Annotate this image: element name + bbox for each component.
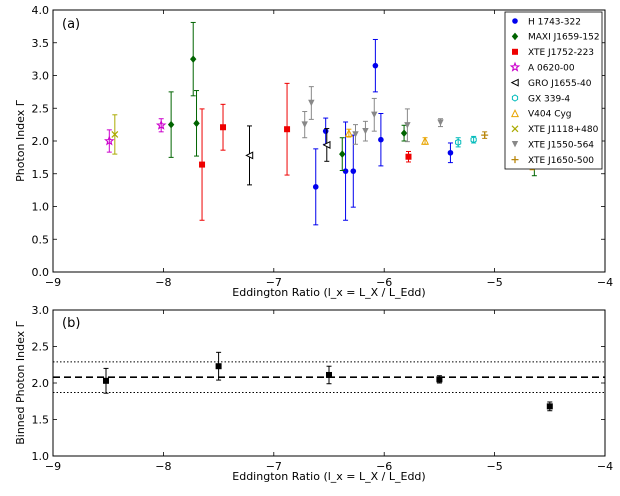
legend-entry: XTE J1650-500: [528, 156, 594, 166]
legend-entry: A 0620-00: [528, 64, 575, 74]
panel-a-data-point: [362, 127, 369, 135]
panel-a-x-tick-label: −7: [266, 276, 282, 289]
panel-b-x-tick-label: −4: [597, 460, 613, 473]
panel-b-y-tick-label: 2.5: [32, 341, 50, 354]
panel-a-data-point: [344, 128, 353, 137]
panel-a-y-tick-label: 2.5: [32, 102, 50, 115]
panel-a-data-point: [378, 136, 384, 143]
panel-a-data-point: [481, 131, 489, 139]
panel-a-data-point: [220, 124, 227, 131]
legend-marker: [511, 32, 519, 41]
legend-marker: [512, 18, 518, 24]
panel-a-data-point: [301, 121, 308, 128]
panel-a-x-tick-label: −6: [376, 276, 392, 289]
legend-marker: [510, 109, 520, 118]
panel-a-y-tick-label: 1.5: [32, 168, 50, 181]
panel-b-data-point: [546, 403, 553, 410]
legend-marker: [510, 78, 519, 87]
panel-a-y-tick-label: 3.5: [32, 37, 50, 50]
legend-marker: [511, 94, 519, 102]
legend-entry: V404 Cyg: [528, 110, 572, 120]
panel-a-data-point: [104, 135, 115, 146]
panel-b-data-point: [326, 371, 332, 378]
panel-a-x-label: Eddington Ratio (l_x = L_X / L_Edd): [232, 286, 425, 299]
panel-a-data-point: [352, 131, 359, 138]
panel-b-x-tick-label: −5: [486, 460, 502, 473]
panel-a-data-point: [245, 151, 254, 160]
panel-b-y-tick-label: 1.5: [32, 414, 50, 427]
legend-entry: XTE J1550-564: [528, 141, 594, 151]
panel-a-data-point: [447, 149, 454, 156]
panel-b-y-tick-label: 1.0: [32, 450, 50, 463]
legend-entry: H 1743-322: [528, 17, 581, 27]
panel-a-data-point: [322, 128, 329, 134]
panel-a-data-point: [421, 136, 430, 145]
panel-b-x-tick-label: −7: [266, 460, 282, 473]
panel-a-y-tick-label: 4.0: [32, 4, 50, 17]
legend-marker: [512, 48, 518, 55]
panel-a-data-point: [308, 99, 315, 107]
panel-b-x-label: Eddington Ratio (l_x = L_X / L_Edd): [232, 470, 425, 483]
panel-a-data-point: [404, 122, 411, 129]
legend-marker: [511, 125, 519, 133]
panel-a-data-point: [339, 150, 346, 158]
panel-a-data-point: [400, 129, 408, 137]
panel-a-data-point: [155, 119, 167, 130]
panel-a-data-point: [350, 168, 357, 174]
panel-a-data-point: [312, 184, 319, 190]
panel-a-data-point: [322, 140, 331, 149]
panel-a-y-tick-label: 2.0: [32, 135, 50, 148]
panel-a-data-point: [455, 138, 462, 146]
legend-entry: MAXI J1659-152: [528, 33, 600, 43]
panel-a: (a) 0.0 0.5 1.0 1.5 2.0 2.5 3.0 3.5 4.0 −9 −8 −7 −6…: [14, 4, 613, 299]
panel-a-label: (a): [62, 17, 80, 32]
panel-a-x-tick-label: −9: [45, 276, 61, 289]
panel-b-data-point: [436, 376, 443, 383]
panel-a-x-tick-label: −5: [486, 276, 502, 289]
panel-a-y-tick-label: 3.0: [32, 70, 50, 83]
legend-entry: XTE J1118+480: [528, 125, 599, 135]
panel-b: (b) 1.0 1.5 2.0 2.5 3.0 −9 −8 −7 −6 −5 −4 Binned …: [14, 304, 613, 483]
panel-a-data-point: [199, 161, 206, 168]
legend-entry: GX 339-4: [528, 94, 570, 104]
panel-a-data-point: [284, 126, 291, 133]
legend-entry: XTE J1752-223: [528, 48, 594, 58]
panel-a-data-point: [167, 120, 175, 129]
panel-a-y-tick-label: 0.0: [32, 266, 50, 279]
panel-a-x-tick-label: −4: [597, 276, 613, 289]
panel-b-y-tick-label: 2.0: [32, 377, 50, 390]
panel-a-data-point: [371, 111, 378, 118]
panel-a-y-tick-label: 1.0: [32, 201, 50, 214]
legend-frame: [504, 11, 603, 170]
panel-b-data-point: [215, 363, 222, 370]
panel-a-data-point: [470, 136, 477, 144]
panel-b-x-tick-label: −6: [376, 460, 392, 473]
legend: H 1743-322 MAXI J1659-152 XTE J1752-223 A 0…: [504, 11, 603, 170]
panel-a-data-point: [405, 153, 412, 160]
panel-b-data-point: [102, 377, 109, 384]
legend-marker: [511, 156, 519, 164]
panel-b-x-tick-label: −8: [155, 460, 171, 473]
legend-entry: GRO J1655-40: [528, 79, 592, 89]
legend-marker: [511, 141, 519, 148]
panel-a-y-tick-label: 0.5: [32, 233, 50, 246]
panel-b-label: (b): [62, 316, 80, 331]
panel-a-y-label: Photon Index Γ: [14, 99, 27, 182]
panel-a-x-tick-label: −8: [155, 276, 171, 289]
panel-a-data-point: [193, 119, 200, 128]
panel-a-data-point: [342, 168, 349, 174]
panel-b-x-tick-label: −9: [45, 460, 61, 473]
panel-a-data-point: [372, 62, 379, 69]
panel-b-y-label: Binned Photon Index Γ: [14, 320, 27, 444]
panel-b-y-tick-label: 3.0: [32, 304, 50, 317]
panel-a-data-point: [190, 55, 197, 63]
panel-a-data-point: [111, 131, 119, 138]
panel-a-data-point: [437, 119, 444, 126]
legend-marker: [509, 61, 521, 72]
